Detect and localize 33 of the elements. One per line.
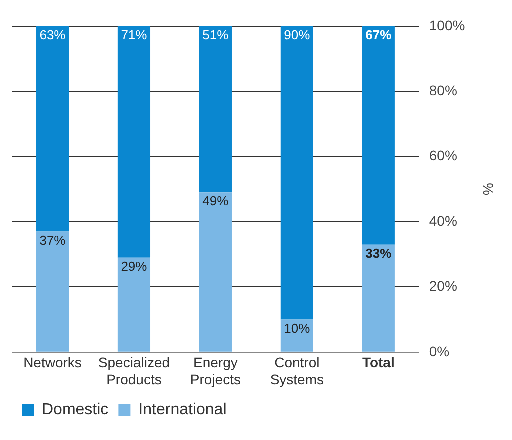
y-tick-label: 80% <box>429 82 458 98</box>
data-label: 37% <box>40 232 66 248</box>
bar <box>118 26 151 258</box>
data-label: 71% <box>121 27 148 42</box>
bar <box>118 258 151 352</box>
data-label: 49% <box>202 194 230 209</box>
bar <box>36 232 70 352</box>
bar <box>36 26 70 232</box>
bar <box>199 26 232 193</box>
bar <box>199 192 232 352</box>
data-label: 10% <box>284 320 311 336</box>
data-label: 33% <box>366 246 392 261</box>
bar <box>362 244 395 352</box>
y-tick-label: 40% <box>429 212 458 229</box>
bar <box>280 26 314 320</box>
data-label: 29% <box>121 258 148 274</box>
y-tick-label: 20% <box>429 278 458 294</box>
y-axis-title: % <box>480 183 497 196</box>
y-tick-label: 100% <box>429 17 466 34</box>
y-tick-label: 60% <box>429 148 458 164</box>
legend-label: International <box>138 401 227 418</box>
data-label: 63% <box>40 27 66 42</box>
x-tick-label: Specialized Products <box>98 354 170 388</box>
data-label: 90% <box>284 27 311 42</box>
data-label: 51% <box>202 27 230 42</box>
x-tick-label: Total <box>362 354 395 371</box>
x-tick-label: Control Systems <box>270 354 324 388</box>
bar <box>362 26 395 245</box>
x-tick-label: Energy Projects <box>190 354 241 388</box>
data-label: 67% <box>366 27 392 42</box>
y-tick-label: 0% <box>429 343 450 360</box>
x-tick-label: Networks <box>24 354 82 371</box>
legend-label: Domestic <box>42 401 109 418</box>
